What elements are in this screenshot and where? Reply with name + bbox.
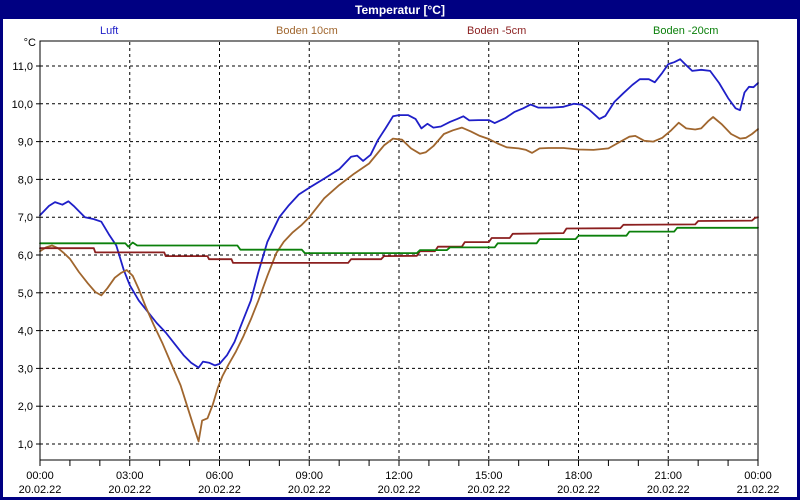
x-tick-date-label: 20.02.22 — [378, 484, 421, 496]
x-tick-time-label: 03:00 — [116, 470, 144, 482]
x-tick-date-label: 20.02.22 — [288, 484, 331, 496]
x-tick-time-label: 15:00 — [475, 470, 503, 482]
legend-item-boden-10cm: Boden 10cm — [276, 25, 338, 37]
x-tick-date-label: 20.02.22 — [557, 484, 600, 496]
x-tick-time-label: 21:00 — [654, 470, 682, 482]
legend-item-boden-minus20cm: Boden -20cm — [653, 25, 719, 37]
x-tick-time-label: 12:00 — [385, 470, 413, 482]
y-tick-label: 6,0 — [18, 250, 33, 262]
legend-item-luft: Luft — [100, 25, 119, 37]
x-tick-date-label: 20.02.22 — [108, 484, 151, 496]
chart-title: Temperatur [°C] — [355, 2, 445, 17]
window-border-bottom — [0, 497, 800, 500]
x-tick-time-label: 06:00 — [206, 470, 234, 482]
x-tick-date-label: 20.02.22 — [467, 484, 510, 496]
series-line-boden-20cm — [39, 226, 759, 255]
y-tick-label: 9,0 — [18, 137, 33, 149]
y-tick-label: 2,0 — [18, 401, 33, 413]
y-tick-label: 8,0 — [18, 174, 33, 186]
series-line-luft — [39, 58, 759, 369]
window-border-left — [0, 0, 3, 500]
x-tick-time-label: 00:00 — [26, 470, 54, 482]
y-tick-label: 1,0 — [18, 439, 33, 451]
x-tick-date-label: 21.02.22 — [737, 484, 780, 496]
plot-frame — [39, 40, 759, 461]
y-tick-label: 10,0 — [12, 99, 33, 111]
y-axis-unit-label: °C — [24, 37, 36, 49]
x-tick-time-label: 09:00 — [295, 470, 323, 482]
x-tick-time-label: 00:00 — [744, 470, 772, 482]
x-tick-date-label: 20.02.22 — [19, 484, 62, 496]
series-line-boden-10cm — [39, 116, 759, 443]
x-tick-time-label: 18:00 — [565, 470, 593, 482]
y-tick-label: 11,0 — [12, 61, 33, 73]
window-border-right — [797, 0, 800, 500]
x-tick-date-label: 20.02.22 — [198, 484, 241, 496]
y-tick-label: 5,0 — [18, 288, 33, 300]
chart-title-bar: Temperatur [°C] — [0, 0, 800, 19]
y-tick-label: 4,0 — [18, 326, 33, 338]
x-tick-date-label: 20.02.22 — [647, 484, 690, 496]
series-line-boden-5cm — [39, 216, 759, 264]
y-tick-label: 7,0 — [18, 212, 33, 224]
y-tick-label: 3,0 — [18, 363, 33, 375]
legend-item-boden-minus5cm: Boden -5cm — [467, 25, 527, 37]
